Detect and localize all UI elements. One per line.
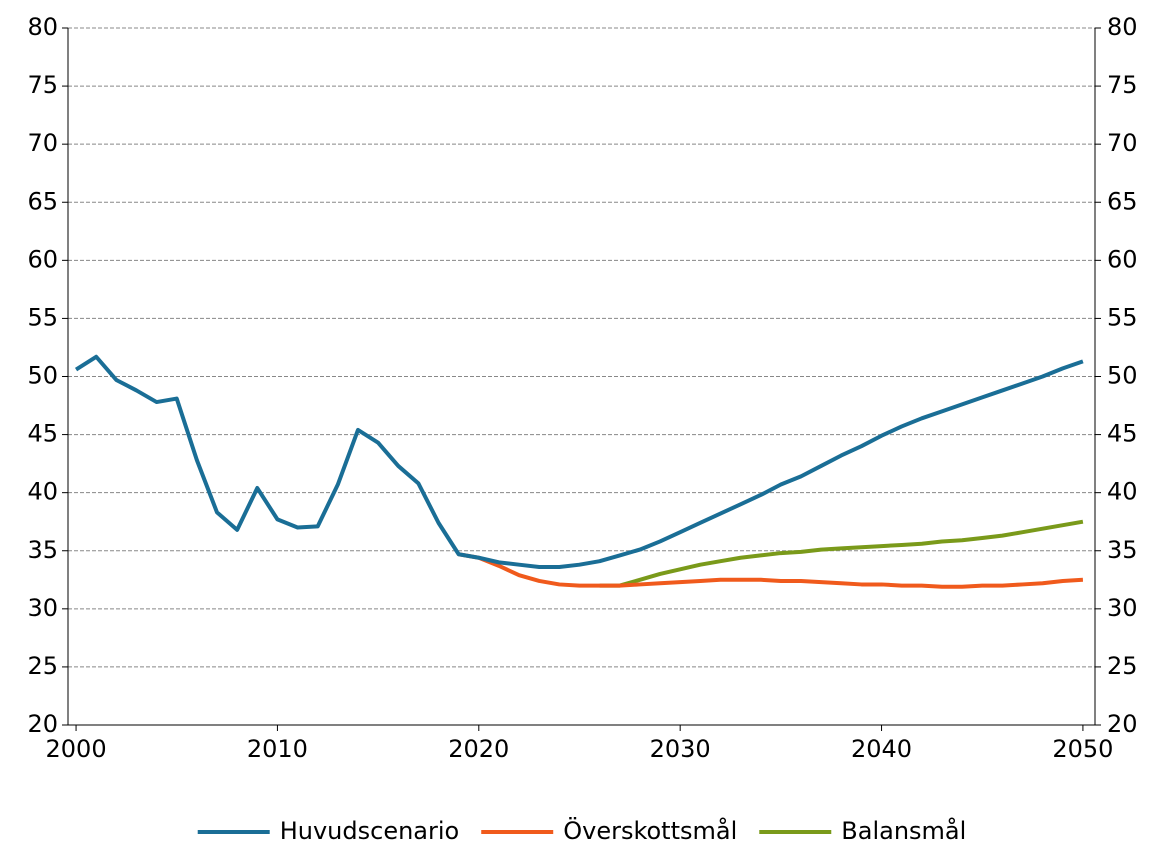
y-tick-label: 40: [27, 478, 58, 506]
x-tick-label: 2000: [46, 735, 107, 763]
y-tick-label: 25: [27, 652, 58, 680]
y2-tick-label: 30: [1107, 594, 1138, 622]
x-tick-label: 2010: [247, 735, 308, 763]
x-tick-label: 2040: [851, 735, 912, 763]
y2-tick-label: 80: [1107, 13, 1138, 41]
y2-tick-label: 70: [1107, 129, 1138, 157]
y-tick-label: 55: [27, 303, 58, 331]
y-tick-label: 80: [27, 13, 58, 41]
y-tick-label: 45: [27, 420, 58, 448]
y-tick-label: 70: [27, 129, 58, 157]
legend: Huvudscenario Överskottsmål Balansmål: [197, 816, 966, 845]
y-tick-label: 50: [27, 362, 58, 390]
y2-tick-label: 65: [1107, 187, 1138, 215]
x-tick-label: 2050: [1052, 735, 1113, 763]
x-tick-label: 2020: [448, 735, 509, 763]
y-tick-label: 65: [27, 187, 58, 215]
y2-tick-label: 40: [1107, 478, 1138, 506]
x-tick-label: 2030: [650, 735, 711, 763]
legend-label: Huvudscenario: [280, 817, 460, 845]
legend-label: Överskottsmål: [563, 816, 737, 845]
y2-tick-label: 20: [1107, 710, 1138, 738]
y2-tick-label: 50: [1107, 362, 1138, 390]
y2-tick-label: 75: [1107, 71, 1138, 99]
y-tick-label: 60: [27, 245, 58, 273]
y2-tick-label: 55: [1107, 303, 1138, 331]
y-tick-label: 30: [27, 594, 58, 622]
y-tick-label: 35: [27, 536, 58, 564]
y2-tick-label: 45: [1107, 420, 1138, 448]
y2-tick-label: 35: [1107, 536, 1138, 564]
y2-tick-label: 25: [1107, 652, 1138, 680]
y-tick-label: 20: [27, 710, 58, 738]
y2-tick-label: 60: [1107, 245, 1138, 273]
line: [599, 519, 1084, 588]
y-tick-label: 75: [27, 71, 58, 99]
line: [458, 552, 1084, 589]
legend-label: Balansmål: [841, 816, 966, 845]
line: [74, 354, 1084, 570]
